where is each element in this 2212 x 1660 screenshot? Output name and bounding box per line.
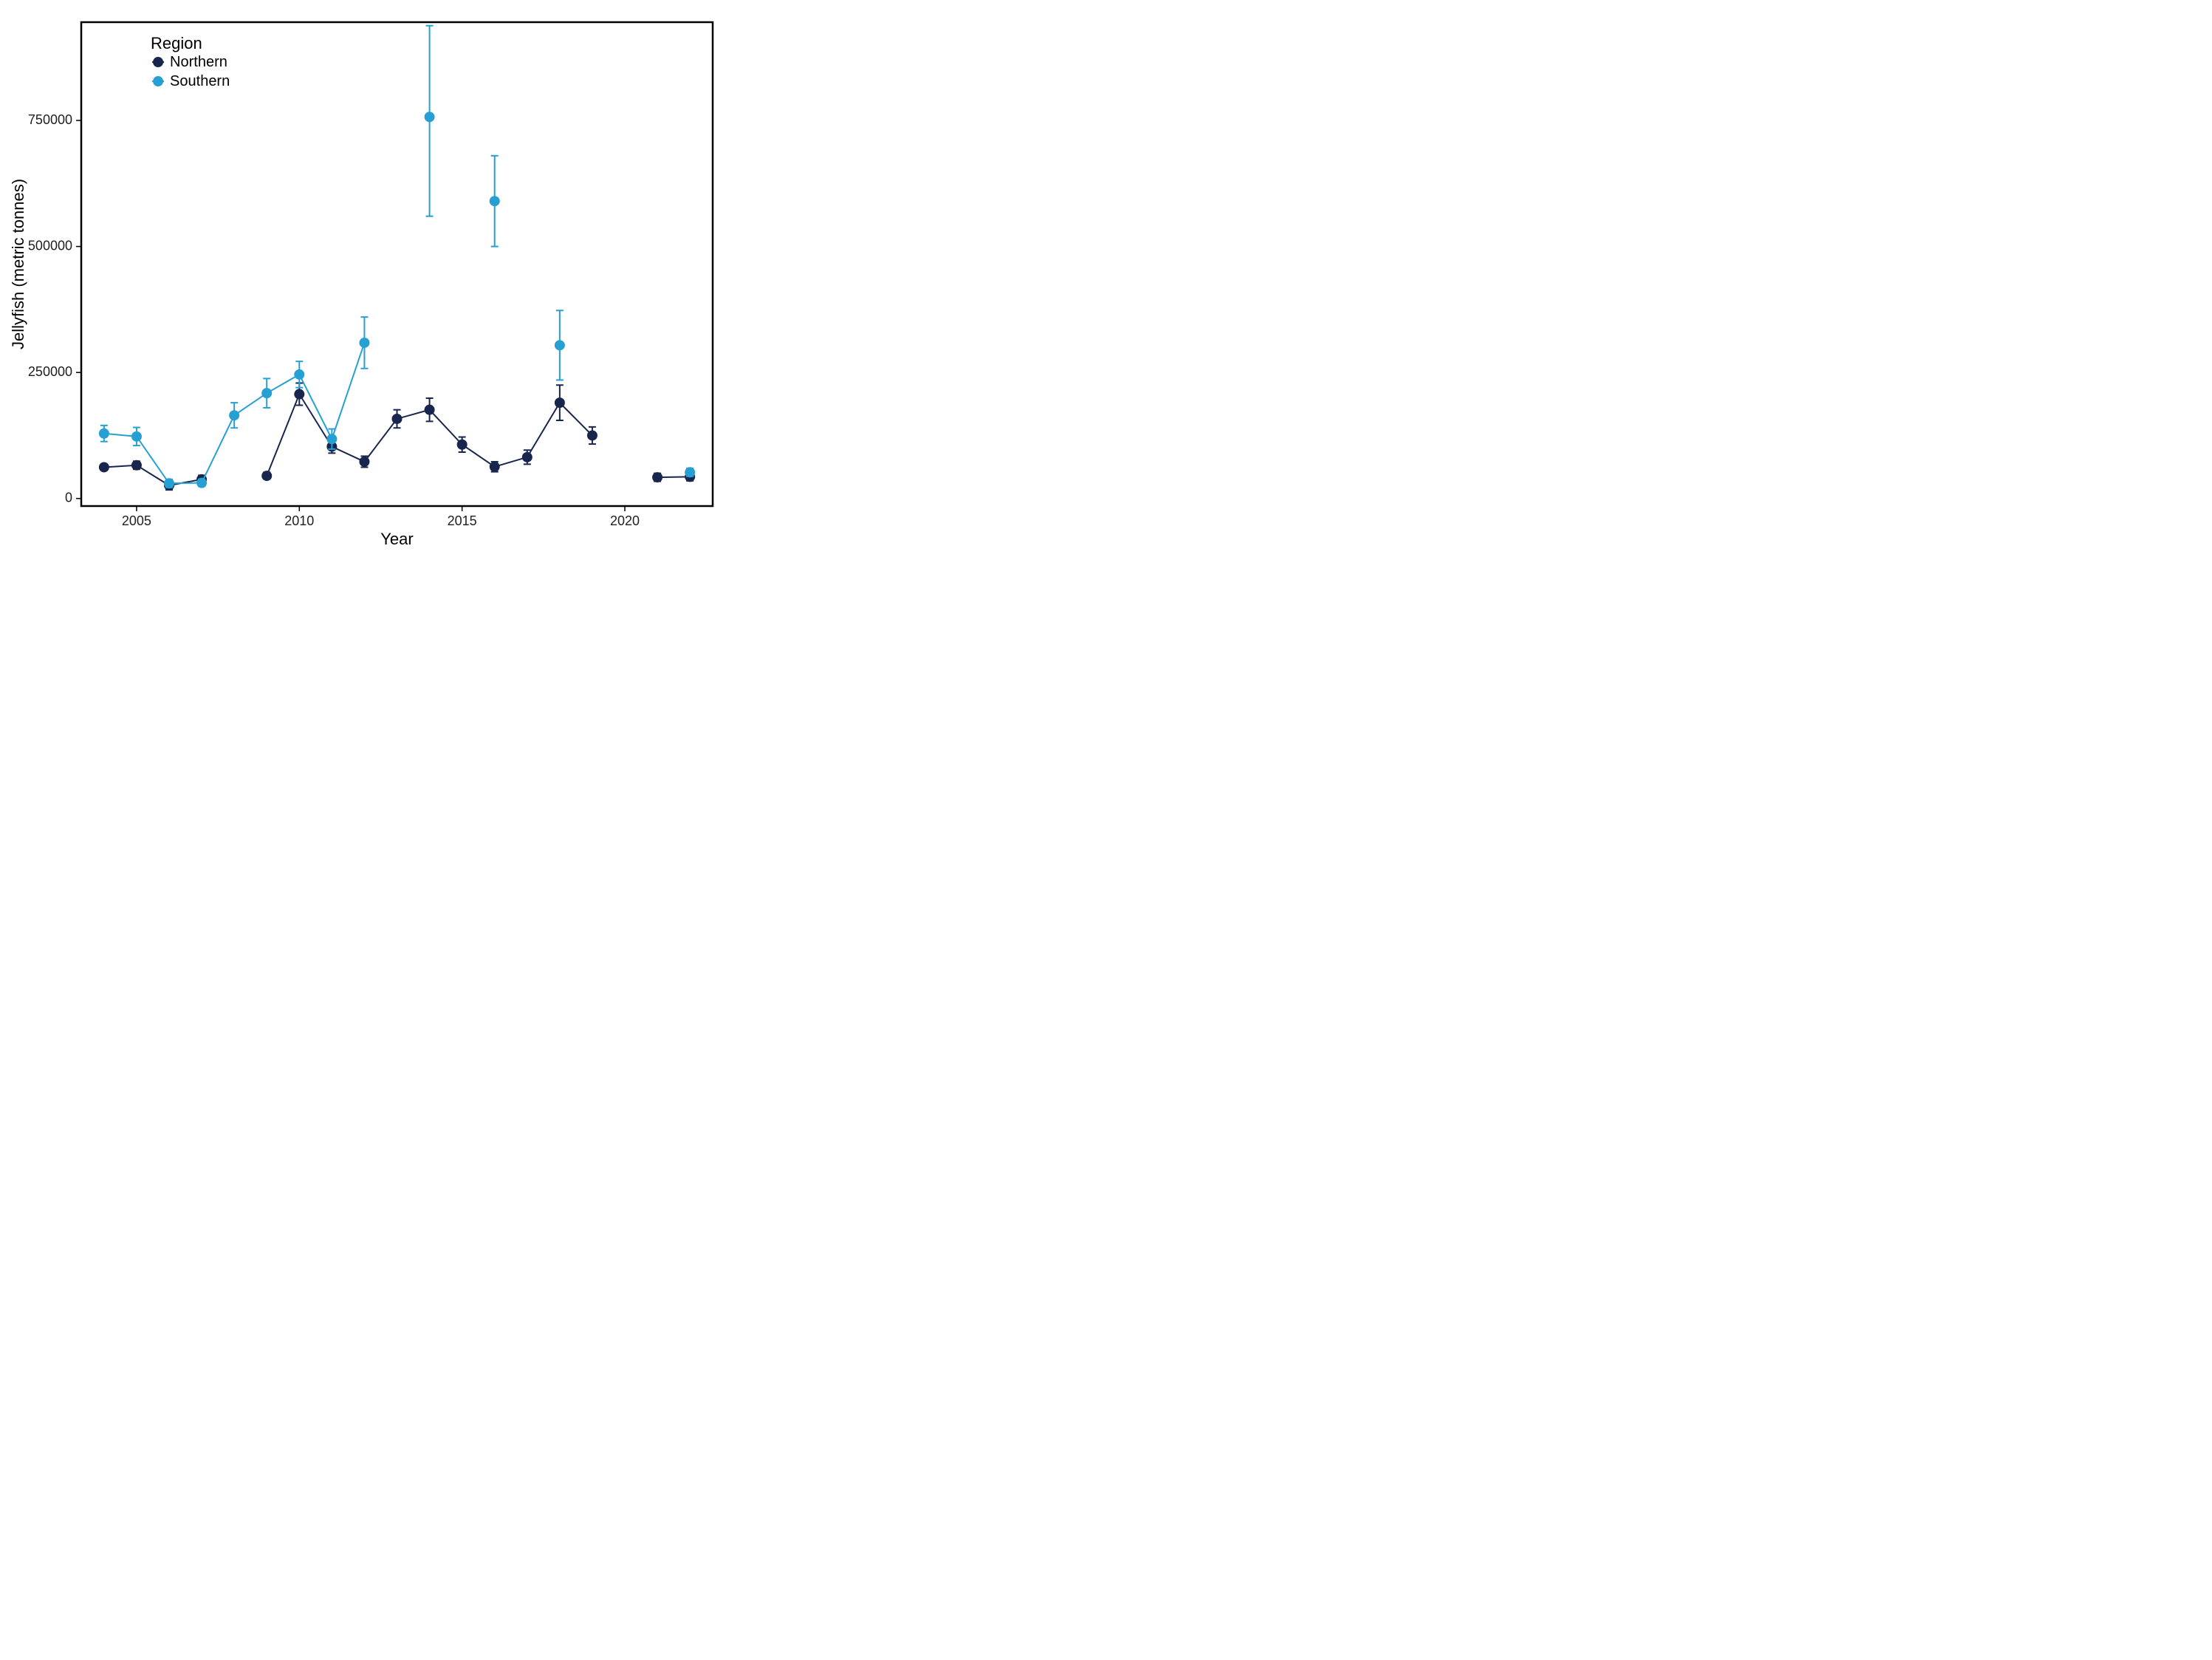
data-point xyxy=(294,369,304,380)
x-tick-label: 2005 xyxy=(122,513,151,528)
chart-svg: 0 250000 500000 750000 2005 2010 2015 2020 Year J… xyxy=(0,0,737,553)
data-point xyxy=(490,196,500,206)
plot-panel xyxy=(81,22,713,506)
data-point xyxy=(359,338,369,348)
y-axis-label: Jellyfish (metric tonnes) xyxy=(9,179,27,349)
legend-label: Southern xyxy=(170,73,230,89)
data-point xyxy=(326,434,337,444)
legend-label: Northern xyxy=(170,54,227,70)
data-point xyxy=(196,478,207,488)
data-point xyxy=(261,471,272,481)
legend-title: Region xyxy=(151,34,202,52)
jellyfish-biomass-chart: 0 250000 500000 750000 2005 2010 2015 2020 Year J… xyxy=(0,0,737,553)
data-point xyxy=(131,431,142,442)
data-point xyxy=(99,462,109,472)
data-point xyxy=(131,460,142,471)
data-point xyxy=(359,457,369,467)
data-point xyxy=(555,340,565,350)
data-point xyxy=(652,472,662,482)
x-tick-label: 2020 xyxy=(610,513,640,528)
y-tick-label: 750000 xyxy=(28,112,72,127)
data-point xyxy=(425,112,435,122)
data-point xyxy=(555,397,565,408)
data-point xyxy=(229,410,239,420)
y-tick-label: 500000 xyxy=(28,238,72,253)
x-tick-label: 2015 xyxy=(448,513,477,528)
data-point xyxy=(425,405,435,415)
data-point xyxy=(457,440,468,450)
y-tick-label: 0 xyxy=(65,491,72,505)
data-point xyxy=(522,452,533,462)
data-point xyxy=(490,462,500,472)
data-point xyxy=(294,389,304,400)
x-tick-label: 2010 xyxy=(284,513,314,528)
x-axis-label: Year xyxy=(380,530,413,548)
y-tick-label: 250000 xyxy=(28,364,72,379)
data-point xyxy=(99,428,109,439)
data-point xyxy=(392,414,403,424)
data-point xyxy=(164,478,174,488)
data-point xyxy=(685,467,695,477)
data-point xyxy=(587,430,597,440)
data-point xyxy=(261,388,272,398)
